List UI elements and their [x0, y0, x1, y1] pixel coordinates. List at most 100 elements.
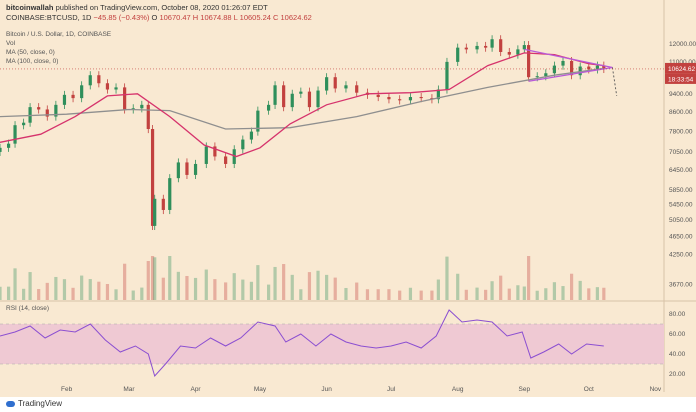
candle-body: [552, 65, 557, 74]
candle-body: [140, 104, 144, 109]
candle-body: [290, 93, 294, 108]
volume-bar: [398, 290, 402, 300]
candle-body: [561, 60, 565, 66]
candle-body: [464, 47, 468, 50]
candle-body: [131, 108, 135, 110]
volume-bar: [168, 256, 172, 300]
volume-bar: [507, 288, 511, 300]
candle-body: [273, 85, 277, 105]
volume-bar: [365, 289, 370, 300]
price-tick-label: 5050.00: [669, 217, 693, 224]
candle-body: [398, 99, 402, 101]
volume-bar: [333, 277, 337, 300]
price-tick-label: 5450.00: [669, 201, 693, 208]
candle-body: [213, 146, 217, 157]
candle-body: [436, 89, 440, 100]
candle-body: [249, 131, 254, 140]
candle-body: [333, 77, 337, 89]
candle-body: [456, 47, 460, 62]
volume-bar: [105, 283, 110, 300]
volume-bar: [376, 289, 380, 300]
candle-body: [224, 156, 228, 164]
volume-bar: [436, 279, 440, 300]
candle-body: [146, 104, 150, 130]
candle-body: [282, 85, 286, 108]
ma100-legend: MA (100, close, 0): [6, 58, 59, 65]
ma50-legend: MA (50, close, 0): [6, 49, 55, 56]
candle-body: [62, 94, 67, 105]
volume-bar: [290, 274, 294, 300]
candle-body: [22, 122, 26, 126]
triangle-upper-line: [524, 48, 613, 69]
candle-body: [484, 45, 488, 48]
volume-bar: [88, 279, 92, 300]
candle-body: [153, 198, 157, 226]
rsi-tick-label: 80.00: [669, 311, 686, 318]
candle-body: [544, 73, 548, 77]
price-tick-label: 3670.00: [669, 282, 693, 289]
volume-bar: [13, 268, 17, 300]
volume-bar: [241, 279, 245, 300]
tradingview-brand: TradingView: [18, 399, 63, 408]
candle-body: [105, 83, 110, 90]
volume-bar: [62, 279, 67, 300]
price-tick-label: 4250.00: [669, 252, 693, 259]
candle-body: [602, 65, 606, 69]
ohlc-line: COINBASE:BTCUSD, 1D −45.85 (−0.43%) O 10…: [6, 14, 312, 22]
volume-bar: [544, 288, 548, 300]
volume-bar: [475, 287, 479, 300]
candle-body: [256, 110, 260, 132]
volume-bar: [602, 287, 606, 300]
volume-bar: [273, 266, 277, 300]
price-tick-label: 12000.00: [669, 41, 696, 48]
candle-body: [299, 91, 303, 94]
candle-body: [325, 77, 329, 91]
candle-body: [387, 97, 391, 100]
publisher-line: bitcoinwallah published on TradingView.c…: [6, 4, 268, 12]
volume-bar: [464, 289, 468, 300]
volume-bar: [522, 286, 526, 300]
volume-bar: [267, 284, 271, 300]
volume-bar: [569, 273, 574, 300]
candle-body: [54, 104, 58, 117]
price-chart-svg: 12000.0011000.0010000.009400.008600.0078…: [0, 0, 696, 393]
candle-body: [37, 107, 41, 110]
volume-bar: [552, 282, 557, 300]
price-tick-label: 6450.00: [669, 167, 693, 174]
candle-body: [355, 85, 359, 93]
candle-body: [516, 49, 520, 55]
volume-bar: [114, 289, 118, 300]
volume-bar: [325, 274, 329, 300]
candle-body: [527, 45, 531, 78]
open-label: O: [151, 13, 158, 22]
x-tick-label: Jun: [321, 386, 332, 393]
volume-bar: [213, 279, 217, 300]
ma50-line: [0, 52, 604, 158]
x-tick-label: Feb: [61, 386, 73, 393]
volume-bar: [419, 290, 423, 300]
ohlc-values: 10670.47 H 10674.88 L 10605.24 C 10624.6…: [159, 13, 312, 22]
last-price-label: 10624.62: [668, 66, 695, 73]
candle-body: [535, 76, 539, 78]
rsi-legend: RSI (14, close): [6, 305, 49, 312]
ma100-line: [0, 67, 604, 130]
volume-bar: [282, 264, 286, 300]
volume-bar: [484, 289, 488, 300]
volume-bar: [123, 263, 127, 300]
symbol-label: COINBASE:BTCUSD, 1D: [6, 13, 92, 22]
volume-bar: [0, 286, 2, 300]
countdown-label: 18:33:54: [668, 76, 694, 83]
candle-body: [0, 147, 2, 152]
volume-bar: [527, 256, 531, 300]
candle-body: [344, 85, 348, 89]
tradingview-logo[interactable]: TradingView: [6, 399, 62, 408]
volume-bar: [578, 280, 582, 300]
author-name[interactable]: bitcoinwallah: [6, 3, 54, 12]
volume-bar: [232, 273, 236, 300]
candle-body: [578, 66, 582, 76]
volume-bar: [307, 272, 312, 300]
volume-bar: [299, 289, 303, 300]
price-tick-label: 9400.00: [669, 91, 693, 98]
series-title: Bitcoin / U.S. Dollar, 1D, COINBASE: [6, 31, 112, 38]
